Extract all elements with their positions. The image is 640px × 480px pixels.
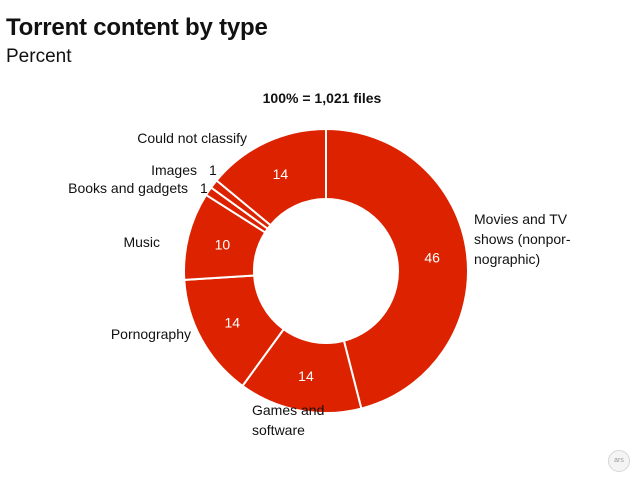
slice-category-label: Could not classify xyxy=(137,130,247,146)
slice-category-label: Movies and TV shows (nonpor-nographic) xyxy=(474,211,571,267)
slice-value-label: 14 xyxy=(298,368,314,384)
slice-value-label: 46 xyxy=(424,250,440,266)
total-files-label: 100% = 1,021 files xyxy=(262,90,382,106)
ars-logo-badge: ars xyxy=(608,450,630,472)
slice-value-label-outside: 1 xyxy=(200,180,208,196)
chart-title: Torrent content by type xyxy=(6,14,268,41)
slice-value-label: 10 xyxy=(215,236,231,252)
slice-value-label: 14 xyxy=(224,315,240,331)
slice-could-not-classify xyxy=(215,127,327,227)
slice-category-label: Books and gadgets xyxy=(68,180,188,196)
slice-category-label: Pornography xyxy=(111,326,191,342)
slice-category-label: Games and software xyxy=(252,402,324,438)
slice-value-label-outside: 1 xyxy=(209,162,217,178)
slice-value-label: 14 xyxy=(273,166,289,182)
chart-subtitle: Percent xyxy=(6,46,72,67)
slice-category-label: Music xyxy=(123,234,160,250)
slice-movies-and-tv-shows-nonpornographic xyxy=(325,127,469,410)
slice-category-label: Images xyxy=(151,162,197,178)
